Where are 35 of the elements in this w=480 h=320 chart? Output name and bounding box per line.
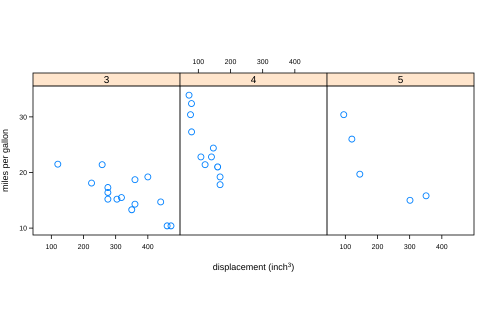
point bbox=[54, 160, 62, 168]
point bbox=[210, 144, 217, 152]
x-axis-title: displacement (inch$^{3}$) bbox=[212, 262, 294, 272]
point bbox=[104, 184, 112, 191]
point bbox=[188, 128, 196, 136]
chart-title: 4 bbox=[250, 75, 257, 86]
point bbox=[202, 161, 209, 168]
point bbox=[188, 100, 195, 107]
y-axis-title: miles per gallon bbox=[0, 128, 10, 192]
point bbox=[98, 161, 106, 168]
point bbox=[132, 176, 138, 184]
point bbox=[118, 194, 125, 201]
point bbox=[197, 153, 204, 160]
chart-title: 3 bbox=[104, 75, 110, 86]
point bbox=[216, 173, 224, 180]
point bbox=[186, 92, 192, 99]
point bbox=[104, 189, 112, 196]
point bbox=[340, 111, 348, 118]
point bbox=[88, 180, 95, 187]
point bbox=[144, 173, 152, 180]
point bbox=[356, 170, 364, 178]
point bbox=[348, 136, 356, 143]
point bbox=[422, 192, 430, 200]
point bbox=[168, 222, 174, 230]
point bbox=[114, 196, 120, 203]
point bbox=[187, 111, 194, 118]
point bbox=[128, 206, 136, 214]
point bbox=[216, 181, 224, 188]
point bbox=[406, 196, 414, 204]
point bbox=[104, 196, 112, 203]
point bbox=[164, 222, 171, 230]
point bbox=[132, 200, 138, 208]
chart-title: 5 bbox=[398, 75, 404, 86]
point bbox=[157, 198, 164, 206]
point bbox=[208, 153, 215, 160]
